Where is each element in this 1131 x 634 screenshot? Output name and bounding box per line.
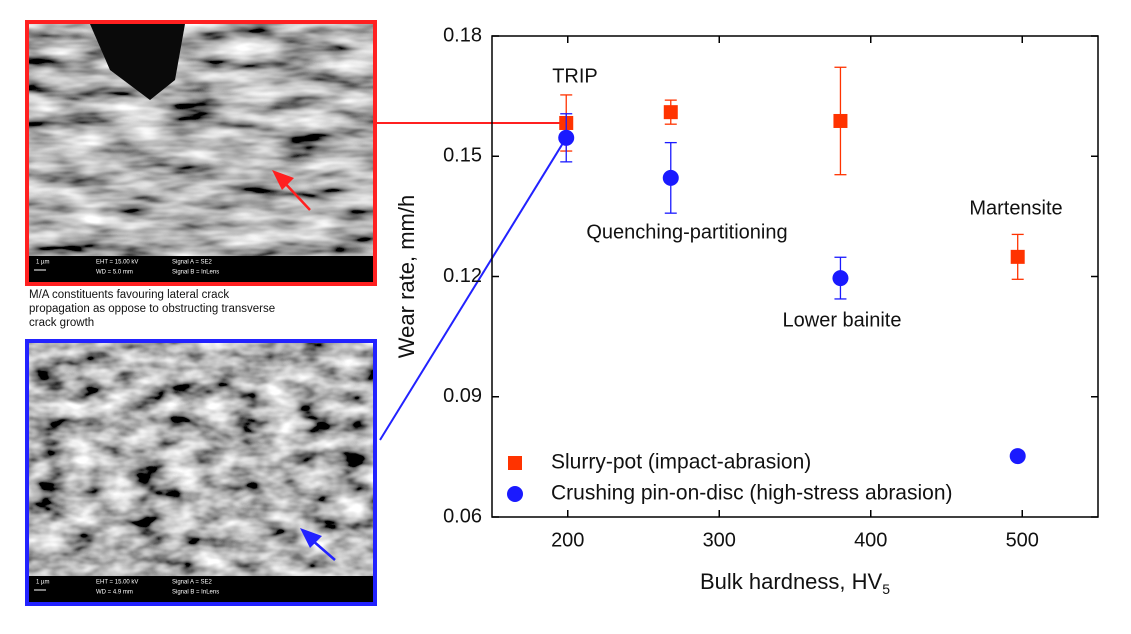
info-text: Signal B = InLens <box>172 590 219 596</box>
annotation: TRIP <box>552 65 598 87</box>
info-text: Signal B = InLens <box>172 270 219 276</box>
legend-marker <box>507 486 523 502</box>
info-text: Signal A = SE2 <box>172 260 213 266</box>
info-text: Signal A = SE2 <box>172 580 213 586</box>
sem-image-top: 1 µm EHT = 15.00 kV WD = 5.0 mm Signal A… <box>25 20 377 286</box>
point <box>663 105 678 120</box>
y-tick-label: 0.09 <box>443 385 482 407</box>
point <box>832 270 849 287</box>
y-tick-label: 0.06 <box>443 505 482 527</box>
x-tick-label: 300 <box>703 529 736 551</box>
info-text: WD = 4.9 mm <box>96 590 133 596</box>
info-text: EHT = 15.00 kV <box>96 260 138 266</box>
x-tick-label: 400 <box>854 529 887 551</box>
x-axis-label: Bulk hardness, HV5 <box>700 569 890 597</box>
x-axis-label-subscript: 5 <box>882 581 890 597</box>
point <box>833 113 848 128</box>
annotation: Martensite <box>969 197 1062 219</box>
annotation: Lower bainite <box>783 309 902 331</box>
scale-label: 1 µm <box>36 260 49 266</box>
caption: M/A constituents favouring lateral crack <box>29 289 229 301</box>
scale-label: 1 µm <box>36 580 49 586</box>
caption: crack growth <box>29 317 94 329</box>
y-tick-label: 0.18 <box>443 24 482 46</box>
x-tick-label: 500 <box>1006 529 1039 551</box>
legend-marker <box>508 456 522 470</box>
info-text: WD = 5.0 mm <box>96 270 133 276</box>
y-tick-label: 0.12 <box>443 265 482 287</box>
annotation: Quenching-partitioning <box>586 221 787 243</box>
info-text: EHT = 15.00 kV <box>96 580 138 586</box>
x-axis-label-text: Bulk hardness, HV <box>700 569 883 594</box>
point <box>558 129 575 146</box>
caption: propagation as oppose to obstructing tra… <box>29 303 275 315</box>
y-tick-label: 0.15 <box>443 145 482 167</box>
plot-frame <box>491 35 1099 518</box>
point <box>1009 448 1026 465</box>
sem-image-bottom: 1 µm EHT = 15.00 kV WD = 4.9 mm Signal A… <box>25 339 377 606</box>
x-tick-label: 200 <box>551 529 584 551</box>
y-axis-label: Wear rate, mm/h <box>394 195 419 358</box>
point <box>662 169 679 186</box>
connector <box>379 137 568 441</box>
legend-label: Slurry-pot (impact-abrasion) <box>551 451 811 474</box>
legend-label: Crushing pin-on-disc (high-stress abrasi… <box>551 482 953 505</box>
point <box>1010 249 1025 264</box>
